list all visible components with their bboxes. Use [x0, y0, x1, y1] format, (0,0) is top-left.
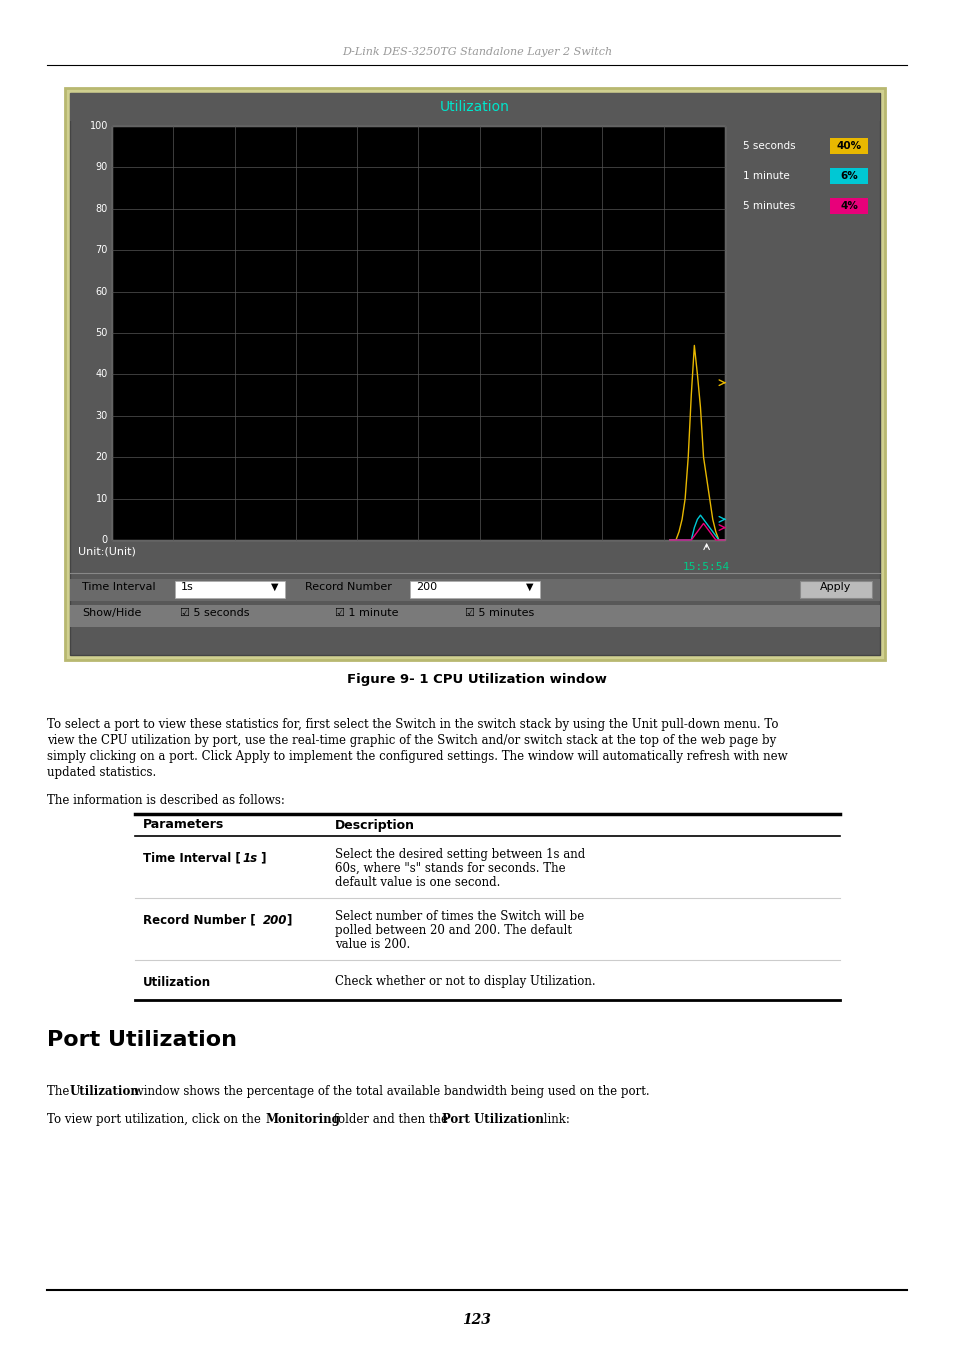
Text: Utilization: Utilization [439, 100, 510, 113]
FancyBboxPatch shape [174, 581, 285, 598]
Text: 10: 10 [95, 493, 108, 504]
Text: Port Utilization: Port Utilization [47, 1029, 236, 1050]
Text: Time Interval [: Time Interval [ [143, 851, 240, 865]
Text: 40: 40 [95, 369, 108, 380]
Text: default value is one second.: default value is one second. [335, 875, 500, 889]
Text: Time Interval: Time Interval [82, 582, 155, 592]
Text: Check whether or not to display Utilization.: Check whether or not to display Utilizat… [335, 975, 595, 989]
Text: 0: 0 [102, 535, 108, 544]
Text: ☑ 1 minute: ☑ 1 minute [335, 608, 398, 617]
Text: ]: ] [256, 851, 266, 865]
Text: 5 minutes: 5 minutes [742, 201, 795, 211]
Text: ▼: ▼ [271, 582, 278, 592]
FancyBboxPatch shape [70, 93, 879, 122]
Text: 50: 50 [95, 328, 108, 338]
Text: value is 200.: value is 200. [335, 938, 410, 951]
Text: 123: 123 [462, 1313, 491, 1327]
Text: 6%: 6% [840, 172, 857, 181]
Text: Show/Hide: Show/Hide [82, 608, 141, 617]
Text: 1 minute: 1 minute [742, 172, 789, 181]
Text: updated statistics.: updated statistics. [47, 766, 156, 780]
Text: The information is described as follows:: The information is described as follows: [47, 794, 285, 807]
Text: 100: 100 [90, 122, 108, 131]
Text: link:: link: [539, 1113, 569, 1125]
Text: view the CPU utilization by port, use the real-time graphic of the Switch and/or: view the CPU utilization by port, use th… [47, 734, 776, 747]
Text: Monitoring: Monitoring [265, 1113, 339, 1125]
Text: window shows the percentage of the total available bandwidth being used on the p: window shows the percentage of the total… [130, 1085, 649, 1098]
Text: 80: 80 [95, 204, 108, 213]
FancyBboxPatch shape [112, 126, 724, 540]
Text: 200: 200 [263, 913, 287, 927]
Text: ▼: ▼ [526, 582, 533, 592]
Text: Description: Description [335, 819, 415, 831]
Text: Port Utilization: Port Utilization [441, 1113, 543, 1125]
Text: Select the desired setting between 1s and: Select the desired setting between 1s an… [335, 848, 584, 861]
Text: 200: 200 [416, 582, 436, 592]
Text: Utilization: Utilization [70, 1085, 140, 1098]
Text: ]: ] [286, 913, 291, 927]
Text: D-Link DES-3250TG Standalone Layer 2 Switch: D-Link DES-3250TG Standalone Layer 2 Swi… [341, 47, 612, 57]
Text: To select a port to view these statistics for, first select the Switch in the sw: To select a port to view these statistic… [47, 717, 778, 731]
Text: Select number of times the Switch will be: Select number of times the Switch will b… [335, 911, 583, 923]
Text: 60: 60 [95, 286, 108, 297]
Text: folder and then the: folder and then the [330, 1113, 452, 1125]
Text: Utilization: Utilization [143, 975, 211, 989]
Text: 5 seconds: 5 seconds [742, 141, 795, 151]
Text: 20: 20 [95, 453, 108, 462]
FancyBboxPatch shape [70, 580, 879, 601]
Text: Record Number: Record Number [305, 582, 392, 592]
Text: 15:5:54: 15:5:54 [682, 562, 729, 571]
FancyBboxPatch shape [829, 199, 867, 213]
Text: simply clicking on a port. Click Apply to implement the configured settings. The: simply clicking on a port. Click Apply t… [47, 750, 787, 763]
FancyBboxPatch shape [829, 168, 867, 184]
FancyBboxPatch shape [70, 93, 879, 655]
Text: polled between 20 and 200. The default: polled between 20 and 200. The default [335, 924, 572, 938]
Text: Apply: Apply [820, 582, 851, 592]
Text: 90: 90 [95, 162, 108, 173]
Text: ☑ 5 seconds: ☑ 5 seconds [180, 608, 250, 617]
Text: 1s: 1s [181, 582, 193, 592]
Text: Unit:(Unit): Unit:(Unit) [78, 547, 135, 557]
FancyBboxPatch shape [410, 581, 539, 598]
Text: 4%: 4% [840, 201, 857, 211]
Text: Record Number [: Record Number [ [143, 913, 255, 927]
Text: 40%: 40% [836, 141, 861, 151]
Text: The: The [47, 1085, 73, 1098]
Text: 60s, where "s" stands for seconds. The: 60s, where "s" stands for seconds. The [335, 862, 565, 875]
Text: To view port utilization, click on the: To view port utilization, click on the [47, 1113, 264, 1125]
FancyBboxPatch shape [65, 88, 884, 661]
Text: 70: 70 [95, 245, 108, 255]
Text: ☑ 5 minutes: ☑ 5 minutes [464, 608, 534, 617]
FancyBboxPatch shape [70, 605, 879, 627]
Text: Figure 9- 1 CPU Utilization window: Figure 9- 1 CPU Utilization window [347, 674, 606, 686]
Text: 30: 30 [95, 411, 108, 420]
FancyBboxPatch shape [829, 138, 867, 154]
FancyBboxPatch shape [800, 581, 871, 598]
Text: 1s: 1s [243, 851, 258, 865]
Text: Parameters: Parameters [143, 819, 224, 831]
